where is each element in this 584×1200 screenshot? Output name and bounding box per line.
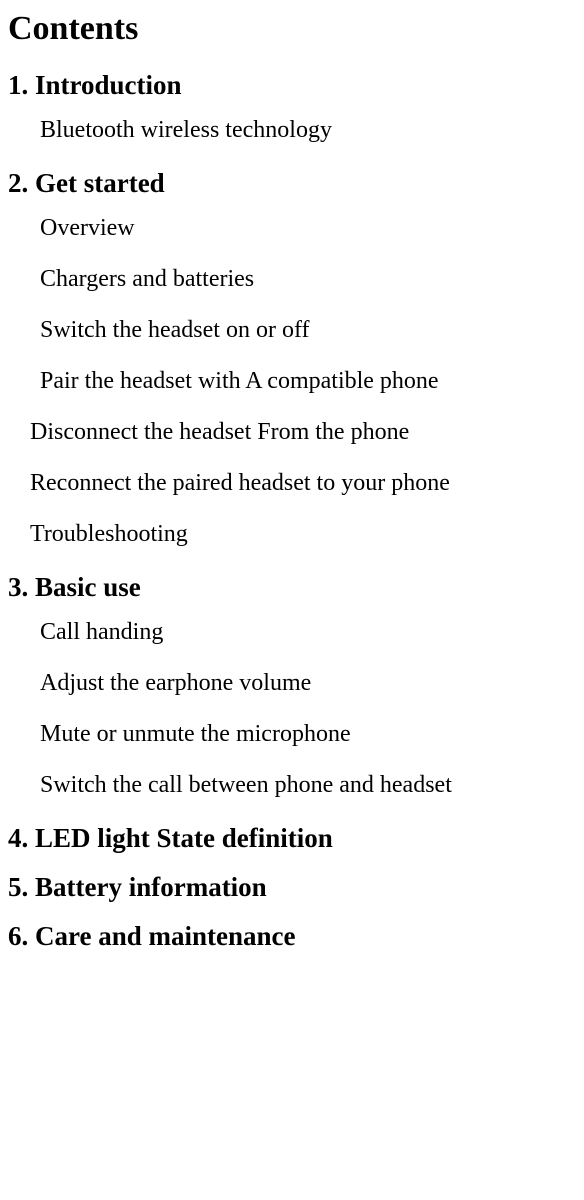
section-heading: 2. Get started bbox=[8, 168, 576, 199]
section-heading: 6. Care and maintenance bbox=[8, 921, 576, 952]
toc-item: Bluetooth wireless technology bbox=[40, 117, 576, 144]
section-heading: 1. Introduction bbox=[8, 70, 576, 101]
toc-item: Call handing bbox=[40, 619, 576, 646]
toc-item: Adjust the earphone volume bbox=[40, 670, 576, 697]
toc-item: Mute or unmute the microphone bbox=[40, 721, 576, 748]
toc-item: Troubleshooting bbox=[30, 521, 576, 548]
toc-item: Overview bbox=[40, 215, 576, 242]
section-heading: 4. LED light State definition bbox=[8, 823, 576, 854]
toc-item: Switch the headset on or off bbox=[40, 317, 576, 344]
toc-item: Pair the headset with A compatible phone bbox=[40, 368, 576, 395]
section-heading: 3. Basic use bbox=[8, 572, 576, 603]
toc-page: Contents 1. Introduction Bluetooth wirel… bbox=[0, 0, 584, 1200]
toc-item: Disconnect the headset From the phone bbox=[30, 419, 576, 446]
toc-item: Chargers and batteries bbox=[40, 266, 576, 293]
toc-item: Switch the call between phone and headse… bbox=[40, 772, 576, 799]
page-title: Contents bbox=[8, 10, 576, 48]
toc-item: Reconnect the paired headset to your pho… bbox=[30, 470, 576, 497]
section-heading: 5. Battery information bbox=[8, 872, 576, 903]
